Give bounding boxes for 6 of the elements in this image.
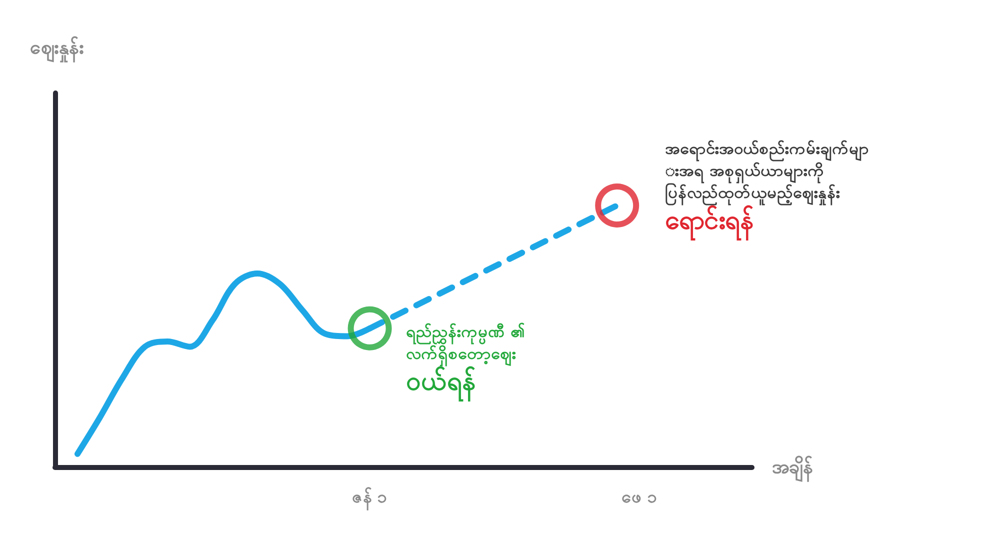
x-axis-title: အချိန် <box>772 454 813 483</box>
annotation: ရည်ညွှန်းကုမ္ပဏီ ၏ လက်ရှိစတော့ဈေး ဝယ်ရန် <box>406 322 524 402</box>
annotation: အရောင်းအဝယ်စည်းကမ်းချက်မျာ းအရ အစုရှယ်ယာများကို ပြန်လည်ထုတ်ယူမည့်ဈေးနှုန်း ရောင်းရန် <box>665 138 870 242</box>
x-tick-label: ဇန် ၁ <box>352 486 388 512</box>
x-tick-label: ဖေ ၁ <box>622 488 658 508</box>
text: ဈေးနှုန်း <box>30 34 84 64</box>
